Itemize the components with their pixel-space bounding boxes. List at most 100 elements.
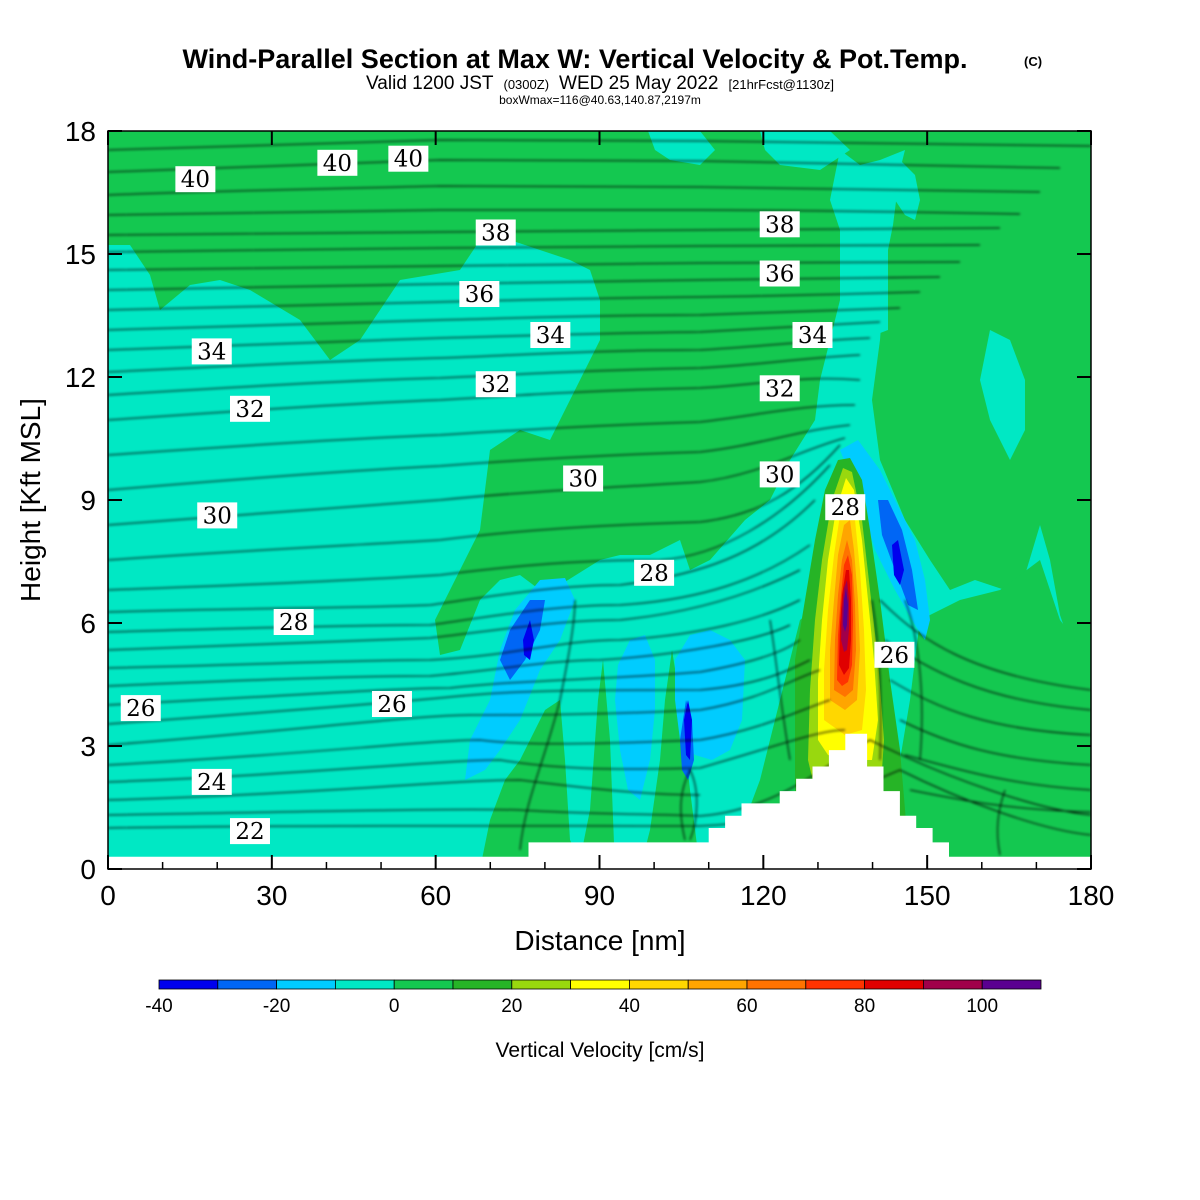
isentrope-label: 32 bbox=[475, 371, 516, 398]
isentrope-label: 34 bbox=[191, 338, 232, 365]
isentrope-label-text: 22 bbox=[235, 819, 264, 845]
isentrope-label-text: 26 bbox=[880, 643, 909, 669]
isentrope-label: 36 bbox=[459, 281, 500, 308]
copyright-mark: (C) bbox=[1024, 54, 1042, 69]
isentrope-label-box bbox=[197, 502, 238, 529]
colorbar-tick-label: 80 bbox=[854, 996, 875, 1017]
field-pocket-top bbox=[648, 131, 715, 165]
isentrope-label-text: 40 bbox=[323, 151, 352, 177]
isentrope-label-box bbox=[759, 211, 800, 238]
isentrope-label-box bbox=[825, 494, 866, 521]
isentrope-label-box bbox=[388, 145, 429, 172]
colorbar-segment bbox=[158, 979, 219, 990]
field-weak-up-upper bbox=[108, 131, 1091, 668]
plot-area bbox=[108, 131, 1091, 869]
isentrope-label-text: 32 bbox=[235, 397, 264, 423]
colorbar-segment bbox=[217, 979, 278, 990]
colorbar-segment bbox=[393, 979, 454, 990]
field-strong-down-right bbox=[892, 540, 904, 585]
isentrope-label-text: 38 bbox=[765, 212, 794, 238]
isentrope-label-box bbox=[759, 260, 800, 287]
colorbar-segment bbox=[864, 979, 924, 990]
colorbar-tick-label: 0 bbox=[389, 996, 400, 1017]
y-tick-label: 6 bbox=[80, 608, 96, 639]
isentrope-label-box bbox=[371, 691, 412, 717]
isentrope-label-box bbox=[120, 695, 161, 722]
colorbar-segment bbox=[276, 979, 336, 990]
isentrope-label: 40 bbox=[175, 166, 216, 193]
isentrope-label-text: 26 bbox=[377, 692, 406, 718]
colorbar-tick-label: 60 bbox=[736, 996, 757, 1017]
isentrope-label-box bbox=[634, 559, 675, 586]
y-tick-label: 0 bbox=[80, 854, 96, 885]
colorbar-title: Vertical Velocity [cm/s] bbox=[496, 1039, 705, 1062]
isentrope-label: 38 bbox=[475, 219, 516, 247]
isentrope-label: 30 bbox=[563, 465, 604, 493]
isentrope-label-text: 34 bbox=[197, 339, 226, 365]
y-tick-label: 18 bbox=[65, 116, 96, 147]
isentrope-label: 36 bbox=[759, 260, 800, 288]
field-stronger-down-left bbox=[500, 600, 545, 680]
colorbar-tick-label: 100 bbox=[966, 996, 998, 1017]
isentrope-label: 30 bbox=[197, 502, 238, 529]
field-up-100-110 bbox=[843, 588, 848, 632]
isentrope-label-box bbox=[191, 768, 232, 795]
colorbar-tick-label: -20 bbox=[263, 996, 290, 1017]
isentrope-label: 24 bbox=[191, 768, 232, 796]
chart-box-max-info: boxWmax=116@40.63,140.87,2197m bbox=[499, 93, 701, 107]
x-tick-label: 120 bbox=[740, 880, 787, 911]
colorbar-segment bbox=[452, 979, 513, 990]
isentrope-label-box bbox=[759, 375, 800, 402]
isentrope-label-text: 32 bbox=[481, 372, 510, 398]
isentrope-label-text: 30 bbox=[765, 462, 794, 488]
isentrope-label-text: 40 bbox=[181, 167, 210, 193]
x-axis-label: Distance [nm] bbox=[514, 925, 685, 956]
field-moderate-down-left bbox=[465, 578, 575, 780]
isentrope-label-text: 32 bbox=[765, 376, 794, 402]
isentrope-label: 38 bbox=[759, 211, 800, 238]
isentrope-labels: 40 40 40 38 38 36 36 34 34 34 32 32 32 30 30 30 28 28 28 26… bbox=[120, 145, 915, 845]
isentrope-label: 40 bbox=[317, 149, 358, 177]
isentrope-label: 26 bbox=[874, 641, 915, 669]
isentrope-label-text: 38 bbox=[481, 221, 510, 247]
isentrope-label: 30 bbox=[759, 461, 800, 488]
isentrope-label-text: 30 bbox=[568, 467, 597, 493]
isentrope-label-box bbox=[563, 465, 604, 492]
terrain bbox=[108, 733, 1091, 869]
colorbar-segment bbox=[629, 979, 689, 990]
isentrope-label-text: 34 bbox=[536, 323, 565, 349]
isentrope-label: 22 bbox=[229, 818, 270, 845]
isentrope-label-text: 28 bbox=[831, 495, 860, 521]
chart-title: Wind-Parallel Section at Max W: Vertical… bbox=[183, 44, 968, 74]
isentrope-label-text: 28 bbox=[279, 610, 308, 636]
isentrope-label: 28 bbox=[825, 494, 866, 521]
x-tick-label: 180 bbox=[1068, 880, 1115, 911]
isentrope-label-text: 40 bbox=[394, 147, 423, 173]
colorbar-segment bbox=[687, 979, 748, 990]
isentrope-label-box bbox=[317, 149, 358, 176]
field-weak-up-lower-mid bbox=[480, 660, 615, 869]
isentrope-label: 40 bbox=[388, 145, 429, 173]
field-moderate-down-mid1 bbox=[615, 635, 655, 800]
isentrope-label-text: 34 bbox=[798, 323, 827, 349]
isentrope-label-box bbox=[459, 281, 500, 307]
colorbar-tick-label: 40 bbox=[619, 996, 640, 1017]
isentropes bbox=[108, 139, 1091, 856]
x-tick-label: 30 bbox=[256, 880, 287, 911]
isentrope-label-text: 24 bbox=[197, 770, 226, 796]
isentrope-label-box bbox=[792, 322, 833, 348]
field-moderate-down-mid2 bbox=[675, 630, 745, 760]
isentrope-label-box bbox=[175, 166, 216, 193]
field-strong-down-mid bbox=[684, 700, 692, 760]
isentrope-label: 28 bbox=[273, 609, 314, 636]
isentrope-label-box bbox=[475, 371, 516, 398]
x-tick-label: 60 bbox=[420, 880, 451, 911]
isentrope-label-box bbox=[229, 818, 270, 845]
colorbar-tick-label: 20 bbox=[501, 996, 522, 1017]
isentrope-label-text: 36 bbox=[465, 282, 494, 308]
x-axis: 0 30 60 90 120 150 180 bbox=[100, 131, 1114, 911]
y-tick-label: 12 bbox=[65, 362, 96, 393]
isentrope-label-box bbox=[530, 322, 571, 348]
isentrope-label-box bbox=[874, 641, 915, 668]
